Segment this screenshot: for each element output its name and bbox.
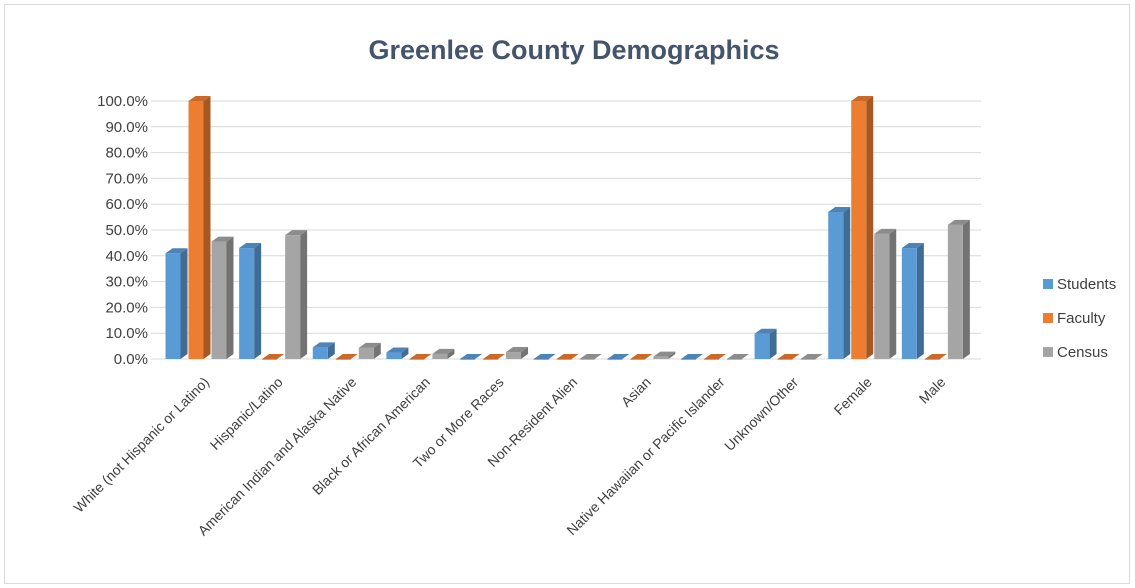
bar-students xyxy=(312,342,335,359)
chart-container: Greenlee County Demographics 0.0% 10.0% 20… xyxy=(4,4,1130,584)
bars xyxy=(165,96,970,360)
y-tick-label: 70.0% xyxy=(105,170,148,187)
y-tick-label: 100.0% xyxy=(97,93,148,110)
y-tick-label: 60.0% xyxy=(105,196,148,213)
y-tick-label: 0.0% xyxy=(114,351,148,368)
y-tick-label: 30.0% xyxy=(105,274,148,291)
x-category-label: American Indian and Alaska Native xyxy=(195,374,360,539)
y-tick-label: 20.0% xyxy=(105,299,148,316)
bar-faculty xyxy=(335,354,358,360)
legend-label: Faculty xyxy=(1057,310,1106,327)
bar-census xyxy=(506,347,529,359)
bar-students xyxy=(239,243,262,359)
legend-label: Census xyxy=(1057,344,1108,361)
legend-label: Students xyxy=(1057,276,1116,293)
bar-faculty xyxy=(851,96,874,359)
x-category-label: Hispanic/Latino xyxy=(207,374,286,453)
bar-faculty xyxy=(703,354,726,360)
y-tick-label: 80.0% xyxy=(105,145,148,162)
legend-item-students: Students xyxy=(1043,276,1116,293)
legend-swatch xyxy=(1043,279,1053,289)
bar-students xyxy=(165,248,188,359)
chart-svg: Greenlee County Demographics 0.0% 10.0% 20… xyxy=(70,35,1116,539)
bar-students xyxy=(460,354,483,360)
bar-census xyxy=(285,230,308,359)
legend-item-census: Census xyxy=(1043,344,1108,361)
y-tick-label: 10.0% xyxy=(105,325,148,342)
bar-faculty xyxy=(262,354,285,360)
bar-census xyxy=(358,342,381,359)
bar-census xyxy=(874,228,897,359)
bar-faculty xyxy=(483,354,506,360)
bar-census xyxy=(579,354,602,360)
bar-faculty xyxy=(556,354,579,360)
bar-census xyxy=(211,236,234,359)
y-tick-label: 90.0% xyxy=(105,119,148,136)
bar-students xyxy=(828,206,851,359)
x-category-label: Female xyxy=(831,374,875,418)
x-axis-labels: White (not Hispanic or Latino)Hispanic/L… xyxy=(70,374,948,539)
y-tick-label: 40.0% xyxy=(105,248,148,265)
bar-students xyxy=(901,243,924,359)
legend-swatch xyxy=(1043,347,1053,357)
chart-title: Greenlee County Demographics xyxy=(368,35,779,65)
x-category-label: Native Hawaiian or Pacific Islander xyxy=(563,374,728,539)
bar-census xyxy=(653,351,676,359)
bar-faculty xyxy=(188,96,211,359)
x-category-label: Asian xyxy=(618,374,654,410)
bar-faculty xyxy=(777,354,800,360)
y-axis-ticks: 0.0% 10.0% 20.0% 30.0% 40.0% 50.0% 60.0% 70.0% 8… xyxy=(97,93,148,368)
bar-census xyxy=(432,348,455,359)
bar-faculty xyxy=(409,354,432,360)
bar-faculty xyxy=(924,354,947,360)
y-tick-label: 50.0% xyxy=(105,222,148,239)
x-category-label: Black or African American xyxy=(309,374,433,498)
x-category-label: Male xyxy=(916,374,949,407)
bar-census xyxy=(800,354,823,360)
bar-students xyxy=(754,328,777,359)
bar-faculty xyxy=(630,354,653,360)
x-category-label: White (not Hispanic or Latino) xyxy=(70,374,212,516)
x-category-label: Unknown/Other xyxy=(721,374,801,454)
bar-students xyxy=(533,354,556,360)
bar-students xyxy=(680,354,703,360)
legend: Students Faculty Census xyxy=(1043,276,1116,361)
legend-swatch xyxy=(1043,313,1053,323)
bar-students xyxy=(386,347,409,359)
bar-census xyxy=(726,354,749,360)
bar-census xyxy=(947,219,970,359)
legend-item-faculty: Faculty xyxy=(1043,310,1106,327)
bar-students xyxy=(607,354,630,360)
